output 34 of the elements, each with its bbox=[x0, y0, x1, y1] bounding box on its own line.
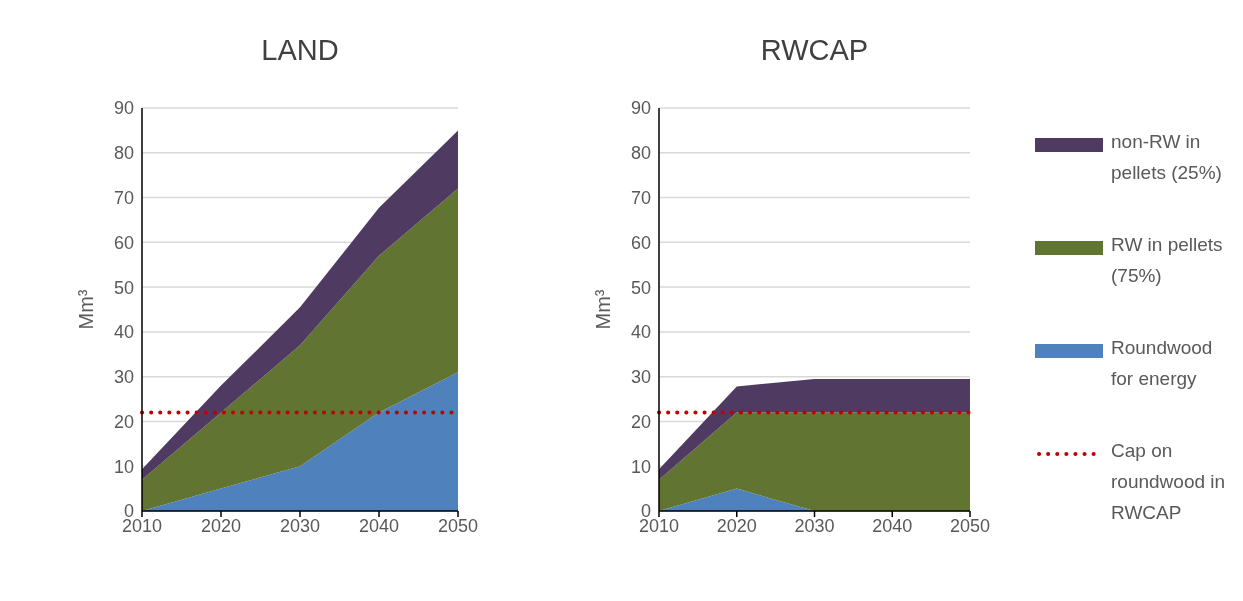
legend-label: Roundwood for energy bbox=[1111, 336, 1214, 391]
y-tick-label: 80 bbox=[113, 143, 134, 164]
x-tick-label: 2020 bbox=[716, 515, 757, 536]
y-tick-label: 10 bbox=[113, 456, 134, 477]
y-tick-label: 90 bbox=[630, 98, 651, 119]
y-tick-label: 50 bbox=[113, 277, 134, 298]
y-tick-label: 60 bbox=[630, 232, 651, 253]
legend-label: RW in pellets (75%) bbox=[1111, 233, 1224, 288]
y-tick-label: 50 bbox=[630, 277, 651, 298]
y-tick-label: 70 bbox=[113, 187, 134, 208]
y-tick-label: 60 bbox=[113, 232, 134, 253]
y-tick-label: 20 bbox=[630, 411, 651, 432]
x-tick-label: 2040 bbox=[358, 515, 400, 536]
chart-title: RWCAP bbox=[759, 34, 870, 67]
x-tick-label: 2050 bbox=[949, 515, 991, 536]
legend-label: non-RW in pellets (25%) bbox=[1111, 130, 1223, 185]
y-axis-title: Mm³ bbox=[592, 289, 615, 330]
y-axis-title: Mm³ bbox=[75, 289, 98, 330]
y-tick-label: 10 bbox=[630, 456, 651, 477]
y-tick-label: 80 bbox=[630, 143, 651, 164]
y-tick-label: 40 bbox=[113, 322, 134, 343]
chart-title: LAND bbox=[260, 34, 340, 67]
y-tick-label: 30 bbox=[630, 367, 651, 388]
x-tick-label: 2040 bbox=[872, 515, 913, 536]
x-tick-label: 2050 bbox=[437, 515, 479, 536]
x-tick-label: 2030 bbox=[794, 515, 835, 536]
x-tick-label: 2030 bbox=[279, 515, 321, 536]
y-tick-label: 70 bbox=[630, 187, 651, 208]
legend-label: Cap on roundwood in RWCAP bbox=[1111, 439, 1227, 525]
y-tick-label: 30 bbox=[113, 367, 134, 388]
y-tick-label: 90 bbox=[113, 98, 134, 119]
x-tick-label: 2020 bbox=[200, 515, 242, 536]
y-tick-label: 40 bbox=[630, 322, 651, 343]
y-tick-label: 20 bbox=[113, 411, 134, 432]
